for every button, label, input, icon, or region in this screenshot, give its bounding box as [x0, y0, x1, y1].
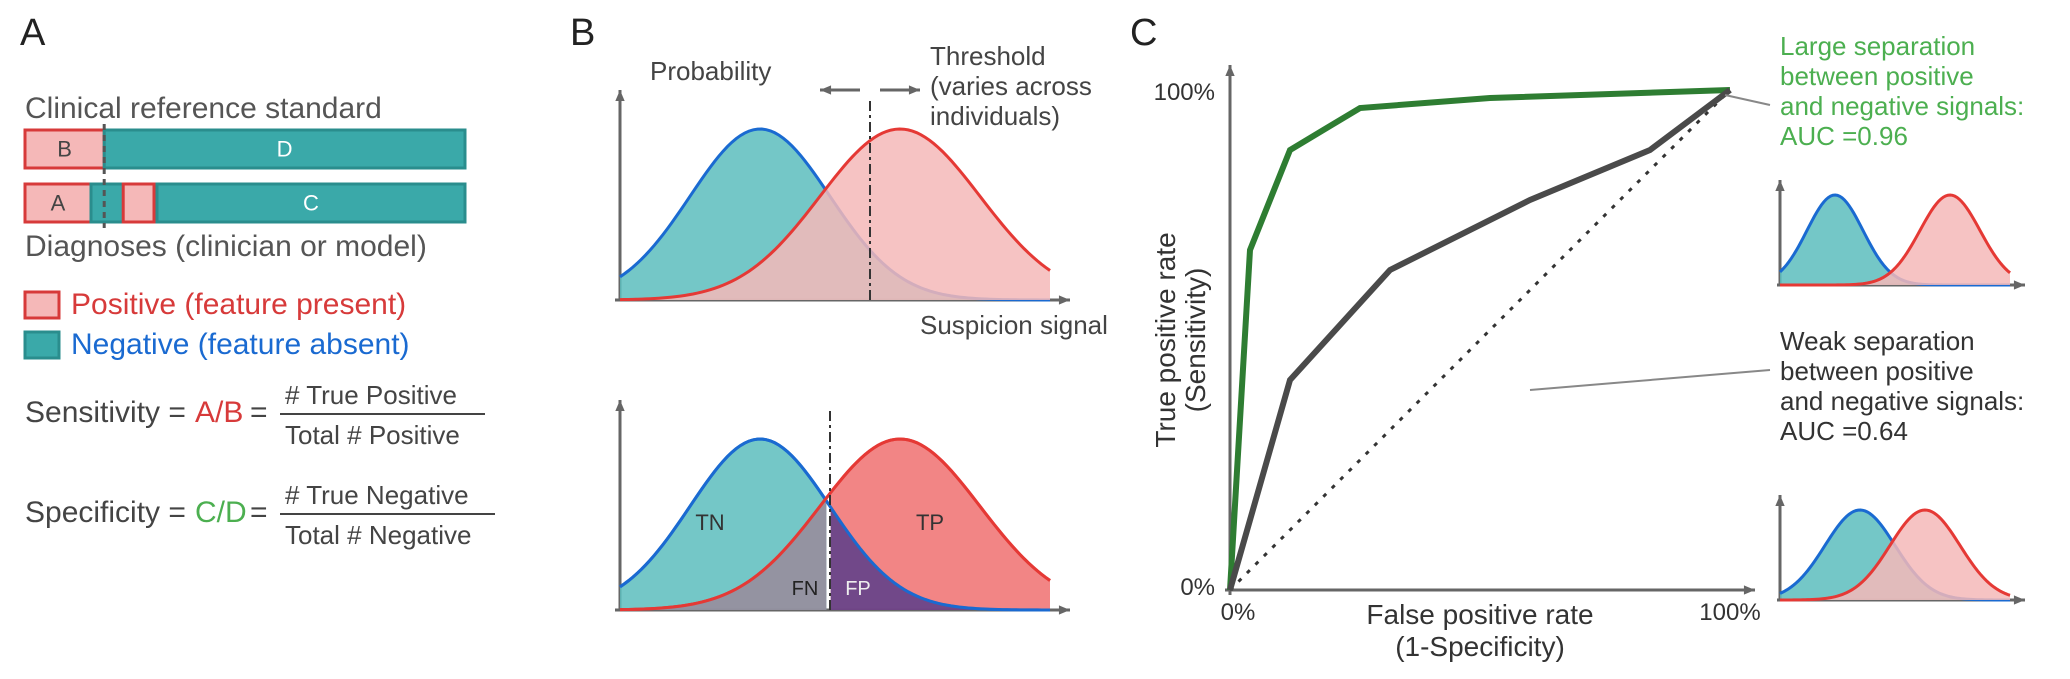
svg-text:Clinical reference standard: Clinical reference standard [25, 92, 382, 125]
svg-text:and negative signals:: and negative signals: [1780, 386, 2024, 416]
panel-label-c: C [1130, 12, 1157, 54]
svg-text:Sensitivity =: Sensitivity = [25, 396, 186, 429]
svg-text:B: B [57, 137, 72, 162]
svg-text:Positive (feature present): Positive (feature present) [71, 288, 406, 321]
svg-text:100%: 100% [1154, 79, 1215, 106]
svg-text:0%: 0% [1180, 574, 1215, 601]
panel-b: Probability Threshold(varies acrossindivi… [615, 41, 1108, 615]
svg-text:Specificity =: Specificity = [25, 496, 186, 529]
svg-text:Probability: Probability [650, 56, 771, 86]
panel-label-b: B [570, 12, 595, 54]
svg-text:between positive: between positive [1780, 61, 1974, 91]
panel-label-a: A [20, 12, 46, 54]
svg-text:Total # Positive: Total # Positive [285, 420, 460, 450]
svg-text:FP: FP [845, 578, 871, 600]
svg-text:Suspicion signal: Suspicion signal [920, 310, 1108, 340]
svg-text:=: = [250, 396, 268, 429]
svg-text:Diagnoses (clinician or model): Diagnoses (clinician or model) [25, 230, 427, 263]
svg-text:(varies across: (varies across [930, 71, 1092, 101]
svg-text:# True Negative: # True Negative [285, 480, 469, 510]
svg-text:between positive: between positive [1780, 356, 1974, 386]
svg-text:and negative signals:: and negative signals: [1780, 91, 2024, 121]
svg-text:# True Positive: # True Positive [285, 380, 457, 410]
svg-text:True positive rate: True positive rate [1150, 232, 1181, 447]
svg-text:C: C [303, 191, 319, 216]
svg-text:Negative (feature absent): Negative (feature absent) [71, 328, 410, 361]
svg-text:(Sensitivity): (Sensitivity) [1180, 268, 1211, 413]
svg-text:Total # Negative: Total # Negative [285, 520, 471, 550]
svg-text:0%: 0% [1221, 599, 1256, 626]
svg-text:False positive rate: False positive rate [1366, 599, 1593, 630]
svg-text:(1-Specificity): (1-Specificity) [1395, 631, 1565, 662]
svg-text:TP: TP [916, 510, 944, 535]
svg-text:AUC =0.64: AUC =0.64 [1780, 416, 1908, 446]
svg-text:FN: FN [792, 578, 819, 600]
panel-a: Clinical reference standard B D A C Diagnoses… [25, 92, 495, 550]
svg-text:=: = [250, 496, 268, 529]
svg-text:100%: 100% [1699, 599, 1760, 626]
svg-text:D: D [277, 137, 293, 162]
svg-text:TN: TN [695, 510, 724, 535]
svg-text:C/D: C/D [195, 496, 247, 529]
svg-text:Threshold: Threshold [930, 41, 1046, 71]
svg-text:AUC =0.96: AUC =0.96 [1780, 121, 1908, 151]
svg-text:A/B: A/B [195, 396, 243, 429]
svg-text:Large separation: Large separation [1780, 31, 1975, 61]
panel-c: 100% 0%0% 100% False positive rate(1-Specif… [1150, 31, 2025, 662]
svg-text:individuals): individuals) [930, 101, 1060, 131]
svg-text:Weak separation: Weak separation [1780, 326, 1975, 356]
svg-text:A: A [51, 191, 66, 216]
